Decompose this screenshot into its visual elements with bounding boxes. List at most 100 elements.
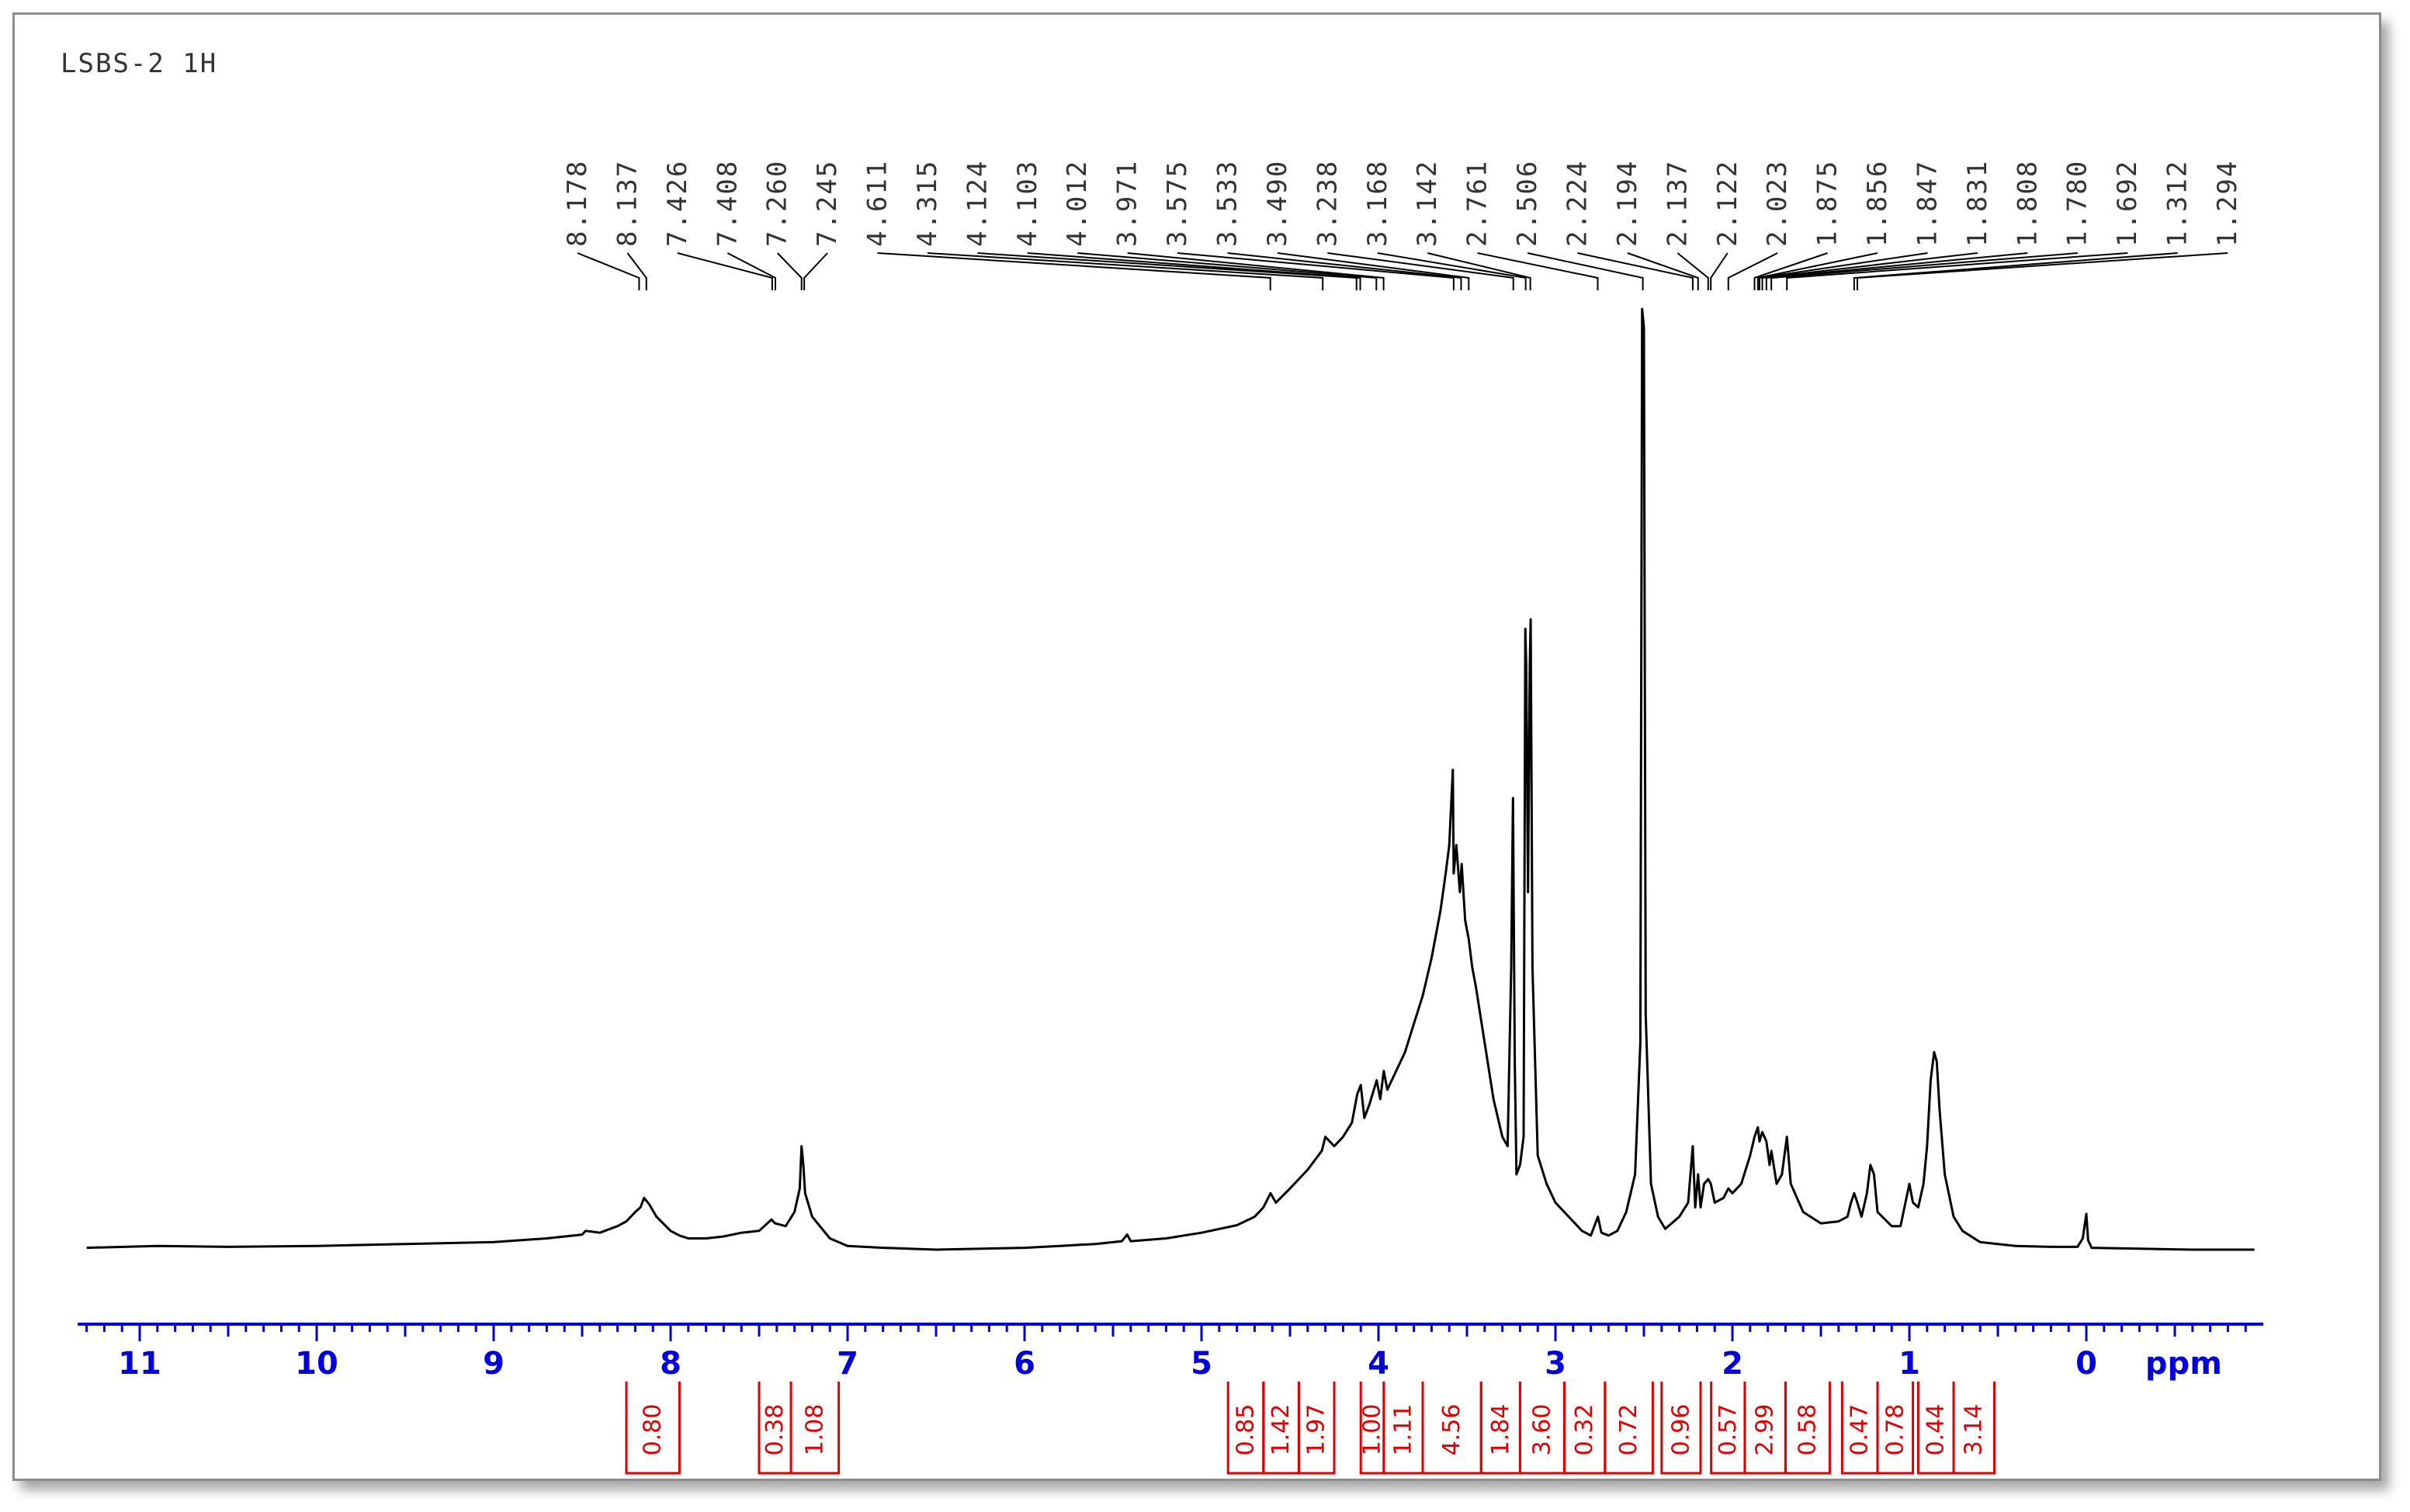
peak-label: 7.408 [712, 160, 743, 247]
peak-label: 1.808 [2012, 160, 2043, 247]
peak-label: 3.490 [1262, 160, 1293, 247]
x-tick-label: 10 [295, 1346, 338, 1382]
peak-label: 8.178 [562, 160, 593, 247]
x-tick-label: 1 [1899, 1346, 1920, 1382]
peak-label: 3.168 [1362, 160, 1393, 247]
peak-label: 1.294 [2212, 160, 2243, 247]
integral-bracket [1297, 1382, 1336, 1475]
peak-label: 3.575 [1162, 160, 1193, 247]
x-tick-label: 7 [837, 1346, 858, 1382]
integral-value: 1.08 [801, 1404, 828, 1456]
peak-label: 1.831 [1962, 160, 1993, 247]
peak-label-leader [1756, 252, 1878, 290]
peak-label-leader [1770, 252, 2078, 290]
integral-bracket [1660, 1382, 1702, 1475]
peak-label: 1.847 [1912, 160, 1943, 247]
peak-label-leader [677, 252, 773, 290]
peak-label: 3.238 [1312, 160, 1343, 247]
x-tick-label: 8 [660, 1346, 681, 1382]
integral-bracket [1784, 1382, 1831, 1475]
peak-label: 2.761 [1462, 160, 1493, 247]
peak-label-leader [577, 252, 640, 290]
peak-label-leader [1627, 252, 1699, 290]
x-tick-label: 6 [1014, 1346, 1035, 1382]
peak-label-leader [1761, 252, 1978, 290]
peak-label: 1.856 [1862, 160, 1893, 247]
peak-label-leader [1758, 252, 1928, 290]
peak-label-leader [1856, 252, 2228, 290]
integral-value: 3.14 [1961, 1404, 1988, 1456]
peak-label-leader [1327, 252, 1514, 290]
x-tick-label: 3 [1545, 1346, 1566, 1382]
peak-label-leader [1227, 252, 1462, 290]
peak-label: 2.194 [1612, 160, 1643, 247]
integral-bracket [1952, 1382, 1996, 1475]
integral-value: 0.96 [1667, 1404, 1694, 1456]
integral-bracket [789, 1382, 841, 1475]
peak-label-leader [1277, 252, 1470, 290]
x-tick-label: 11 [118, 1346, 161, 1382]
peak-label: 1.692 [2112, 160, 2143, 247]
peak-label: 7.245 [812, 160, 843, 247]
peak-label-leader [1177, 252, 1455, 290]
peak-label-leader [1765, 252, 2028, 290]
integral-bracket [1604, 1382, 1654, 1475]
peak-label-leader [1727, 252, 1778, 290]
peak-label: 7.260 [762, 160, 793, 247]
integral-value: 4.56 [1438, 1404, 1465, 1456]
integral-value: 0.57 [1715, 1404, 1742, 1456]
peak-label: 1.875 [1812, 160, 1843, 247]
peak-label: 4.611 [862, 160, 893, 247]
peak-label: 2.224 [1562, 160, 1593, 247]
integral-value: 1.42 [1267, 1404, 1295, 1456]
peak-label: 8.137 [612, 160, 643, 247]
integral-value: 2.99 [1752, 1404, 1779, 1456]
integral-value: 0.85 [1233, 1404, 1260, 1456]
peak-label-leader [1677, 252, 1709, 290]
peak-label: 1.312 [2162, 160, 2193, 247]
spectrum-trace [86, 307, 2255, 1251]
peak-label: 3.971 [1112, 160, 1143, 247]
peak-label-leader [803, 252, 828, 290]
peak-label: 2.122 [1712, 160, 1743, 247]
integral-bracket [625, 1382, 681, 1475]
peak-label: 4.315 [912, 160, 943, 247]
integral-value: 0.38 [761, 1404, 789, 1456]
integral-value: 0.47 [1847, 1404, 1874, 1456]
spectrum-title: LSBS-2 1H [61, 48, 218, 79]
peak-label-leader [1377, 252, 1527, 290]
integral-value: 0.72 [1615, 1404, 1642, 1456]
peak-label-leader [1427, 252, 1531, 290]
peak-label-leader [1127, 252, 1385, 290]
peak-label: 4.103 [1012, 160, 1043, 247]
peak-label-leader [927, 252, 1324, 290]
x-tick-label: 2 [1722, 1346, 1743, 1382]
integral-value: 0.80 [640, 1404, 667, 1456]
peak-label: 2.137 [1662, 160, 1693, 247]
peak-label-leader [1710, 252, 1729, 290]
peak-label-leader [1853, 252, 2178, 290]
integral-value: 0.78 [1881, 1404, 1909, 1456]
integral-value: 0.44 [1923, 1404, 1950, 1456]
peak-label-leader [776, 252, 803, 290]
integral-bracket [1876, 1382, 1915, 1475]
peak-label: 3.142 [1412, 160, 1443, 247]
x-tick-label: 4 [1368, 1346, 1389, 1382]
peak-label-leader [1753, 252, 1828, 290]
integral-value: 1.00 [1359, 1404, 1386, 1456]
x-axis-unit-label: ppm [2145, 1346, 2222, 1382]
peak-label-leader [1786, 252, 2128, 290]
peak-label-leader [626, 252, 647, 290]
peak-label-leader [1477, 252, 1599, 290]
peak-label: 1.780 [2062, 160, 2093, 247]
x-tick-label: 9 [483, 1346, 505, 1382]
integral-value: 1.97 [1303, 1404, 1330, 1456]
x-tick-label: 0 [2075, 1346, 2097, 1382]
integral-value: 1.84 [1487, 1404, 1514, 1456]
integral-value: 3.60 [1528, 1404, 1555, 1456]
x-tick-label: 5 [1191, 1346, 1212, 1382]
peak-label: 2.023 [1762, 160, 1793, 247]
peak-label-leader [877, 252, 1271, 290]
peak-label: 2.506 [1512, 160, 1543, 247]
integral-value: 1.11 [1389, 1404, 1417, 1456]
